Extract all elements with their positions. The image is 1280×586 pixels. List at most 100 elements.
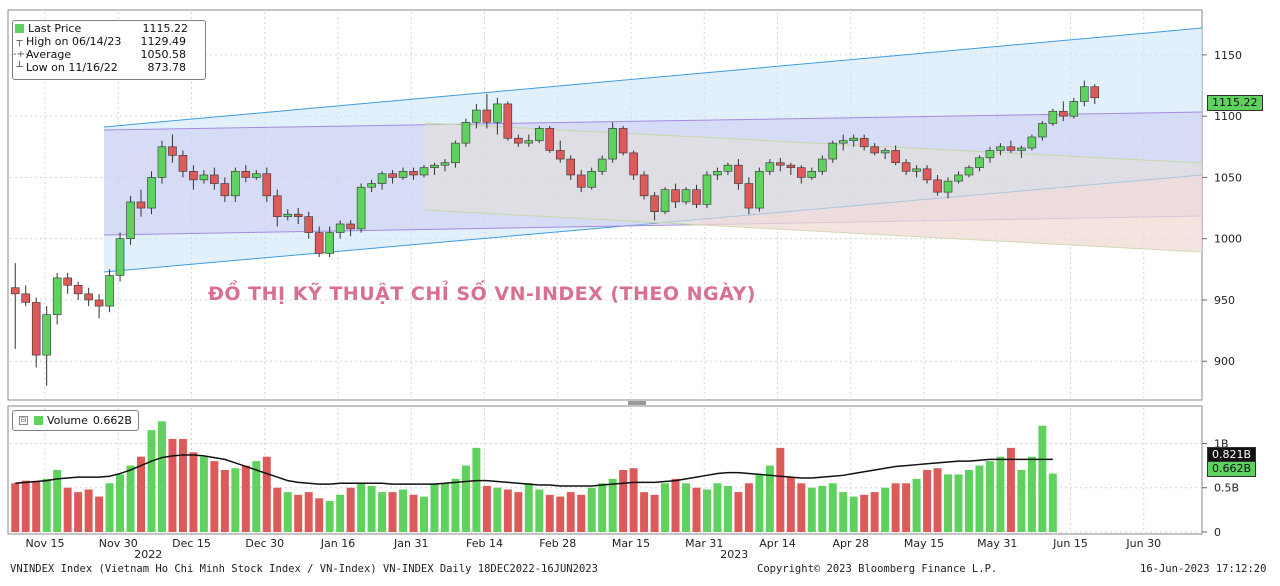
volume-bar (388, 492, 397, 532)
candle-body (199, 174, 209, 181)
volume-bar (378, 492, 387, 532)
candle (514, 134, 523, 147)
support-zone (700, 176, 1202, 252)
candle (220, 177, 230, 202)
candle (115, 232, 125, 282)
volume-bar (137, 456, 145, 532)
candle-body (84, 293, 93, 301)
collapse-icon[interactable]: ⊟ (19, 416, 28, 425)
candle-body (262, 173, 272, 197)
volume-bar (367, 485, 376, 532)
volume-bar (440, 483, 449, 532)
volume-bar (336, 494, 345, 532)
volume-bar (891, 483, 900, 532)
candle-body (576, 174, 586, 188)
channel-overlays (103, 27, 1203, 273)
volume-bar (535, 489, 544, 532)
candle-body (189, 171, 198, 181)
date-tick-label: May 15 (904, 537, 944, 550)
candle (210, 167, 219, 190)
candle (786, 162, 796, 175)
candle (849, 134, 858, 147)
volume-bar (1017, 470, 1026, 532)
volume-bar (839, 492, 848, 532)
candlestick-series (10, 80, 1100, 386)
volume-bar (126, 465, 135, 532)
volume-bar (1006, 447, 1015, 532)
candle (534, 125, 544, 144)
candle-body (31, 302, 41, 356)
volume-bar (231, 468, 240, 532)
volume-bar (608, 478, 617, 532)
candle-body (451, 142, 460, 164)
candle (136, 189, 146, 217)
candle (765, 159, 775, 175)
volume-bar (786, 477, 795, 532)
candle-body (891, 150, 900, 164)
candle-body (73, 284, 83, 295)
candle (723, 162, 733, 175)
candle-body (555, 150, 565, 160)
year-label: 2022 (134, 548, 162, 561)
volume-bar (273, 487, 282, 532)
candle-body (231, 171, 240, 197)
candle (587, 167, 596, 190)
high-marker-icon: ┬ (16, 36, 23, 47)
date-tick-label: Feb 14 (466, 537, 503, 550)
candle-body (105, 275, 114, 307)
legend-average: -+- Average 1050.58 (13, 48, 186, 61)
volume-bar (409, 494, 418, 532)
candle-body (975, 157, 984, 168)
volume-bar (199, 456, 208, 532)
candle-body (1038, 123, 1047, 138)
date-tick-label: Jun 15 (1052, 537, 1088, 550)
candle-body (922, 168, 932, 181)
price-axis-labels: 900 950 1000 1050 1100 1150 (1202, 49, 1242, 368)
volume-bar (923, 470, 932, 532)
volume-bar (965, 470, 973, 532)
candle (377, 171, 387, 190)
candle (252, 170, 261, 180)
volume-bar (661, 483, 670, 532)
candle-body (608, 128, 617, 160)
candle (880, 148, 890, 160)
purple-range-top-line (103, 111, 1203, 131)
candle-body (912, 168, 921, 172)
candle (388, 170, 397, 184)
candle-body (220, 183, 230, 197)
date-tick-label: Dec 30 (245, 537, 284, 550)
candle-body (157, 146, 167, 178)
volume-bar (818, 485, 827, 532)
candle-body (409, 171, 418, 176)
volume-tick-label: 0 (1214, 526, 1221, 539)
volume-bar (294, 494, 303, 532)
candle-body (1079, 86, 1089, 102)
candle-body (272, 195, 282, 217)
candle (1017, 145, 1026, 158)
volume-bar (776, 447, 785, 532)
candle (10, 263, 20, 349)
volume-bar (881, 487, 890, 532)
candle (1090, 84, 1100, 104)
date-tick-label: Nov 15 (26, 537, 65, 550)
panel-splitter[interactable] (628, 401, 646, 405)
volume-bar (178, 439, 187, 532)
price-tick-label: 1100 (1214, 110, 1242, 123)
volume-average-tag: 0.821B (1207, 447, 1257, 463)
candle-body (838, 140, 848, 144)
volume-bar (598, 483, 607, 532)
candle (105, 269, 114, 313)
candle-body (618, 128, 628, 154)
volume-legend: ⊟ Volume 0.662B (12, 410, 139, 431)
volume-bar (262, 456, 271, 532)
volume-bar (21, 480, 30, 532)
candle (94, 293, 104, 319)
candle (954, 171, 963, 184)
volume-bar (210, 461, 219, 532)
volume-bar (849, 496, 858, 532)
ascending-channel (104, 28, 1202, 272)
green-square-icon (34, 416, 43, 425)
candle (943, 177, 953, 199)
volume-bar (220, 470, 229, 532)
candle-body (985, 150, 995, 159)
